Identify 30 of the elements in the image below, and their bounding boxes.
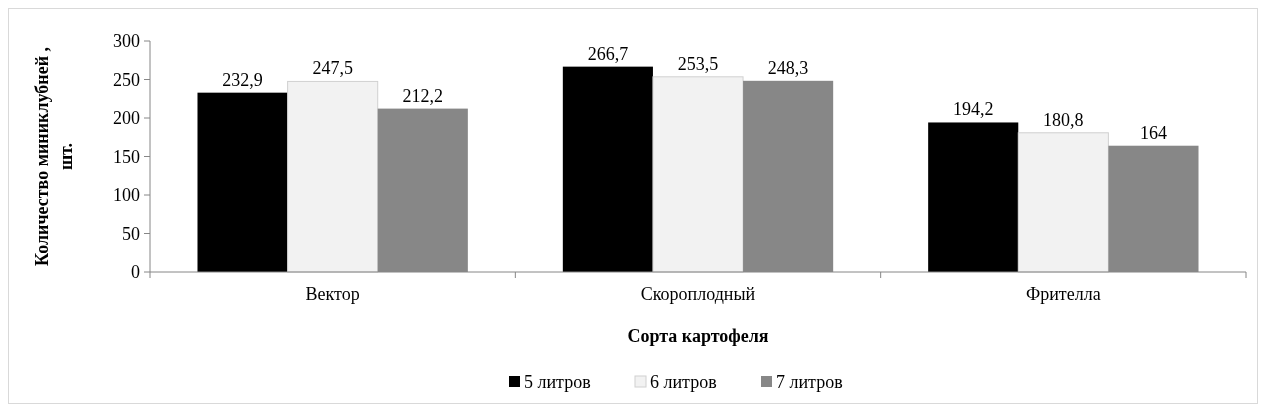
y-axis-title: Количество миниклубней , шт. (32, 46, 76, 267)
x-tick-label: Фрителла (1026, 284, 1101, 304)
data-label: 248,3 (767, 57, 809, 78)
data-label: 164 (1139, 122, 1167, 143)
y-tick-label: 250 (113, 69, 140, 90)
data-label: 212,2 (402, 85, 444, 106)
bar (562, 66, 653, 272)
legend-label: 7 литров (776, 372, 843, 393)
data-label: 266,7 (587, 43, 629, 64)
x-tick-label: Скороплодный (640, 284, 756, 304)
data-label: 247,5 (312, 58, 353, 79)
y-tick-label: 200 (113, 108, 140, 129)
data-label: 253,5 (677, 53, 719, 74)
y-tick-label: 150 (113, 146, 140, 167)
bar (928, 122, 1019, 272)
x-tick-label: Вектор (305, 284, 360, 304)
y-tick-label: 0 (131, 262, 140, 283)
x-axis-title: Сорта картофеля (627, 326, 769, 346)
bar (1017, 132, 1109, 273)
bar (287, 80, 379, 273)
y-tick-label: 300 (113, 31, 140, 52)
legend-label: 6 литров (650, 372, 717, 393)
data-label: 232,9 (222, 69, 263, 90)
y-tick-label: 100 (113, 185, 140, 206)
bar (652, 76, 744, 273)
y-tick-label: 50 (122, 223, 140, 244)
data-label: 180,8 (1043, 109, 1084, 130)
legend-label: 5 литров (524, 372, 591, 393)
data-label: 194,2 (952, 99, 994, 120)
bar (197, 92, 288, 272)
